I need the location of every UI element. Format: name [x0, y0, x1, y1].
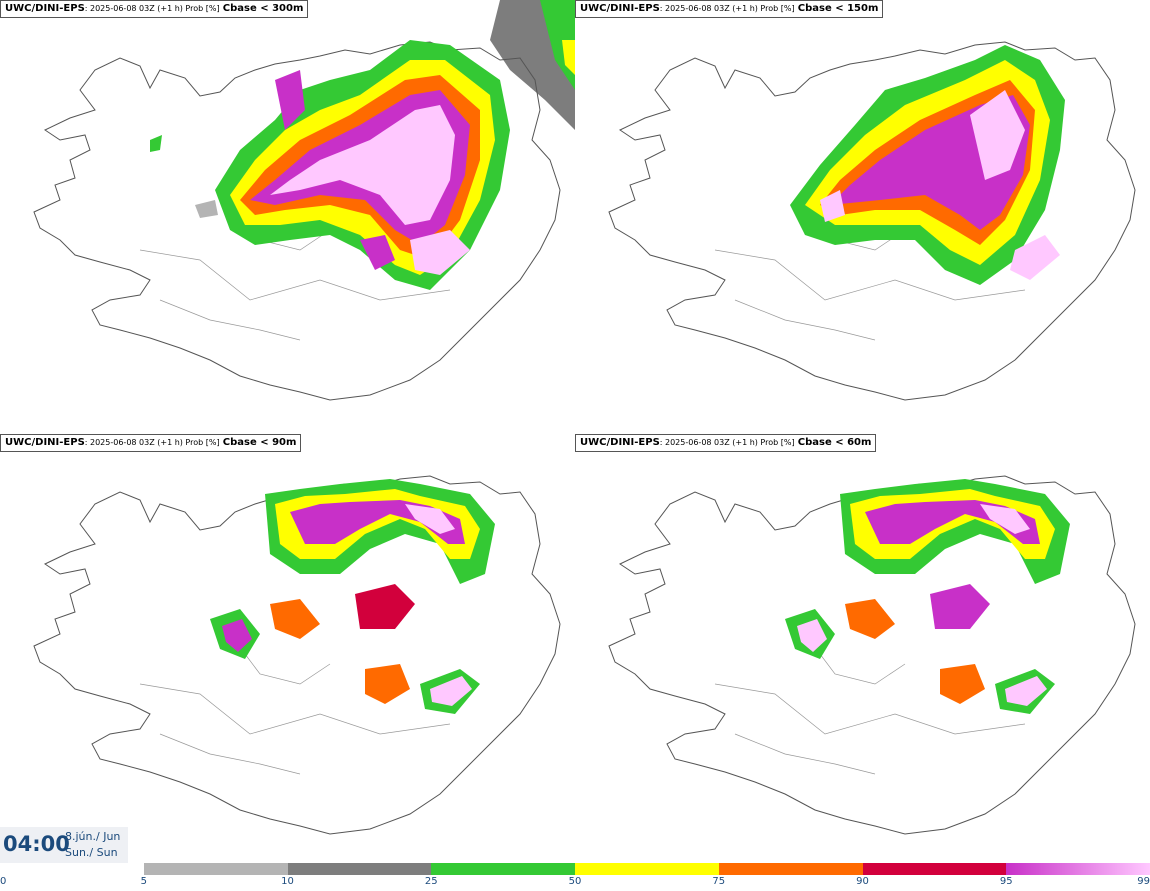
- model-name: UWC/DINI-EPS: [5, 437, 85, 448]
- legend-tick-label: 0: [0, 876, 7, 887]
- color-legend: 0 5 10 25 50 75 90 95 99: [0, 863, 1150, 891]
- legend-tick-label: 5: [140, 876, 147, 887]
- valid-hour: 04:00: [3, 832, 70, 856]
- map-panel-90m: UWC/DINI-EPS: 2025-06-08 03Z (+1 h) Prob…: [0, 434, 575, 864]
- threshold-label: Cbase < 300m: [222, 3, 304, 14]
- model-name: UWC/DINI-EPS: [580, 437, 660, 448]
- map-panel-150m: UWC/DINI-EPS: 2025-06-08 03Z (+1 h) Prob…: [575, 0, 1150, 430]
- legend-tick-label: 50: [568, 876, 582, 887]
- legend-bin: [575, 863, 719, 875]
- legend-bin: [1006, 863, 1150, 875]
- legend-bin: [862, 863, 1007, 875]
- model-name: UWC/DINI-EPS: [580, 3, 660, 14]
- panel-title: UWC/DINI-EPS: 2025-06-08 03Z (+1 h) Prob…: [0, 434, 302, 452]
- legend-bin: [718, 863, 863, 875]
- map-panel-300m: UWC/DINI-EPS: 2025-06-08 03Z (+1 h) Prob…: [0, 0, 575, 430]
- run-info: : 2025-06-08 03Z (+1 h) Prob [%]: [84, 438, 220, 447]
- map-panel-60m: UWC/DINI-EPS: 2025-06-08 03Z (+1 h) Prob…: [575, 434, 1150, 864]
- iceland-map: [608, 41, 1136, 401]
- threshold-label: Cbase < 60m: [797, 437, 872, 448]
- legend-tick-label: 10: [281, 876, 294, 887]
- legend-bin: [287, 863, 432, 875]
- threshold-label: Cbase < 90m: [222, 437, 297, 448]
- panel-title: UWC/DINI-EPS: 2025-06-08 03Z (+1 h) Prob…: [0, 0, 309, 18]
- threshold-label: Cbase < 150m: [797, 3, 879, 14]
- legend-tick-label: 95: [999, 876, 1013, 887]
- panel-title: UWC/DINI-EPS: 2025-06-08 03Z (+1 h) Prob…: [575, 434, 877, 452]
- legend-bin: [431, 863, 575, 875]
- legend-tick-label: 75: [712, 876, 726, 887]
- iceland-map: [608, 475, 1136, 835]
- run-info: : 2025-06-08 03Z (+1 h) Prob [%]: [659, 4, 795, 13]
- legend-tick-label: 25: [424, 876, 438, 887]
- iceland-map: [33, 475, 561, 835]
- legend-bin: [0, 863, 144, 875]
- legend-bin: [143, 863, 288, 875]
- valid-date: 8.jún./ Jun: [65, 830, 121, 843]
- model-name: UWC/DINI-EPS: [5, 3, 85, 14]
- valid-time-box: 04:00 8.jún./ Jun Sun./ Sun: [0, 827, 128, 863]
- iceland-map: [33, 0, 575, 401]
- legend-tick-label: 90: [856, 876, 869, 887]
- legend-tick-label: 99: [1137, 876, 1150, 887]
- run-info: : 2025-06-08 03Z (+1 h) Prob [%]: [659, 438, 795, 447]
- run-info: : 2025-06-08 03Z (+1 h) Prob [%]: [84, 4, 220, 13]
- panel-title: UWC/DINI-EPS: 2025-06-08 03Z (+1 h) Prob…: [575, 0, 884, 18]
- valid-day: Sun./ Sun: [65, 846, 118, 859]
